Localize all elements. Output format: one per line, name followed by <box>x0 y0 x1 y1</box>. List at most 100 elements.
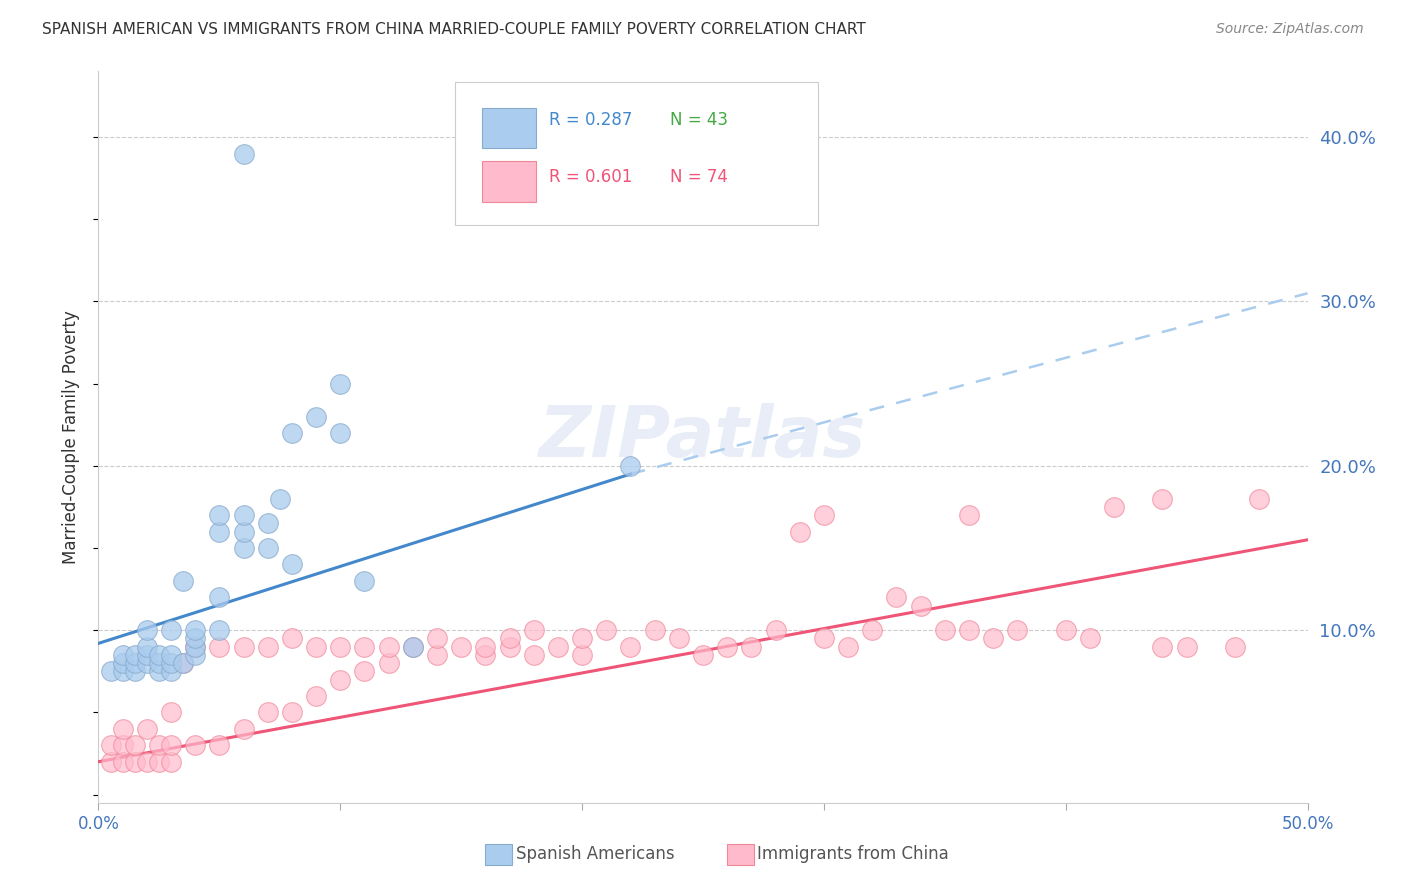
Point <box>329 425 352 440</box>
Point <box>256 541 278 555</box>
Point <box>281 425 304 440</box>
Point <box>1152 491 1174 506</box>
Point <box>281 558 304 572</box>
Point <box>160 755 183 769</box>
Point <box>523 648 546 662</box>
Point <box>523 624 546 638</box>
Point <box>256 640 278 654</box>
Bar <box>727 844 754 865</box>
Point <box>135 648 157 662</box>
Point <box>281 632 304 646</box>
Point <box>232 146 254 161</box>
Point <box>208 739 231 753</box>
Point <box>886 591 908 605</box>
Point <box>135 640 157 654</box>
Point <box>1152 640 1174 654</box>
Point <box>124 665 146 679</box>
Text: ZIPatlas: ZIPatlas <box>540 402 866 472</box>
Point <box>232 508 254 523</box>
Point <box>305 409 328 424</box>
Point <box>148 665 170 679</box>
Point <box>135 755 157 769</box>
Bar <box>485 844 512 865</box>
Point <box>160 648 183 662</box>
Point <box>644 624 666 638</box>
Point <box>498 632 520 646</box>
Point <box>305 689 328 703</box>
Point <box>111 755 134 769</box>
Point <box>402 640 425 654</box>
Point <box>148 656 170 670</box>
Point <box>377 656 399 670</box>
Point <box>160 706 183 720</box>
Point <box>329 640 352 654</box>
Point <box>740 640 762 654</box>
Point <box>377 640 399 654</box>
Text: Spanish Americans: Spanish Americans <box>516 845 675 863</box>
Point <box>232 722 254 736</box>
Point <box>124 755 146 769</box>
Bar <box>482 161 536 202</box>
Point <box>124 739 146 753</box>
Point <box>135 656 157 670</box>
Point <box>111 656 134 670</box>
Point <box>111 722 134 736</box>
Point <box>353 574 375 588</box>
Point <box>1249 491 1271 506</box>
Point <box>232 640 254 654</box>
Point <box>474 640 496 654</box>
Point <box>148 739 170 753</box>
Point <box>208 591 231 605</box>
Text: SPANISH AMERICAN VS IMMIGRANTS FROM CHINA MARRIED-COUPLE FAMILY POVERTY CORRELAT: SPANISH AMERICAN VS IMMIGRANTS FROM CHIN… <box>42 22 866 37</box>
Point <box>135 624 157 638</box>
Point <box>692 648 714 662</box>
Point <box>100 755 122 769</box>
Point <box>281 706 304 720</box>
Point <box>595 624 617 638</box>
Point <box>329 376 352 391</box>
Point <box>160 656 183 670</box>
Point <box>426 632 449 646</box>
Point <box>135 722 157 736</box>
Point <box>256 706 278 720</box>
Point <box>547 640 569 654</box>
Point <box>232 524 254 539</box>
Point <box>184 632 207 646</box>
Point <box>353 665 375 679</box>
Point <box>474 648 496 662</box>
Point <box>160 739 183 753</box>
Point <box>208 524 231 539</box>
Point <box>160 665 183 679</box>
Point <box>1175 640 1198 654</box>
Point <box>981 632 1004 646</box>
Point <box>860 624 883 638</box>
Point <box>148 648 170 662</box>
Point <box>668 632 690 646</box>
Point <box>498 640 520 654</box>
Point <box>1078 632 1101 646</box>
Text: R = 0.601: R = 0.601 <box>550 169 633 186</box>
Bar <box>482 108 536 148</box>
Point <box>305 640 328 654</box>
Point <box>172 574 194 588</box>
Point <box>124 648 146 662</box>
Point <box>100 665 122 679</box>
Point <box>148 755 170 769</box>
Point <box>1223 640 1246 654</box>
Point <box>172 656 194 670</box>
Text: R = 0.287: R = 0.287 <box>550 112 633 129</box>
Point <box>571 648 593 662</box>
Point <box>124 656 146 670</box>
Point <box>957 624 980 638</box>
Point <box>100 739 122 753</box>
Point <box>111 665 134 679</box>
Point <box>765 624 787 638</box>
Point <box>256 516 278 531</box>
Point <box>184 739 207 753</box>
Text: Immigrants from China: Immigrants from China <box>758 845 949 863</box>
Point <box>160 624 183 638</box>
Point <box>1007 624 1029 638</box>
Point <box>329 673 352 687</box>
Text: N = 43: N = 43 <box>671 112 728 129</box>
Point <box>716 640 738 654</box>
